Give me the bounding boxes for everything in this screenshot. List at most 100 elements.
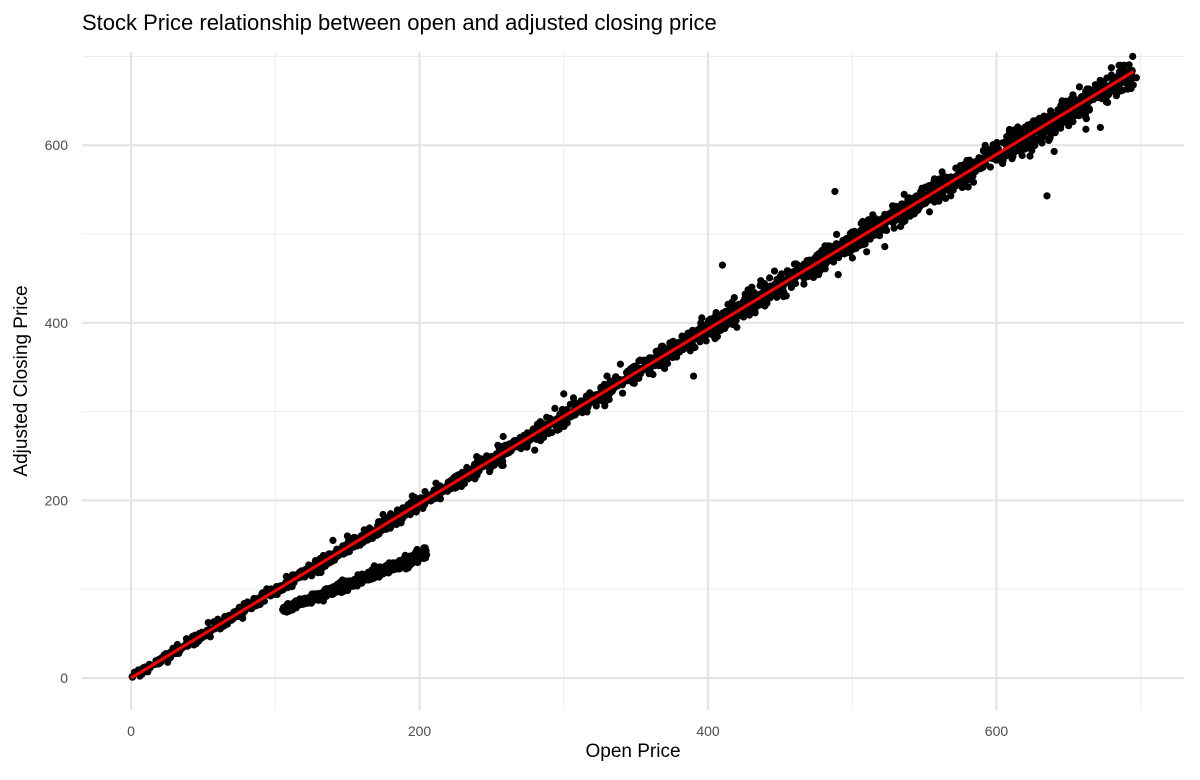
scatter-point <box>933 178 941 186</box>
scatter-point <box>523 443 531 451</box>
scatter-point <box>543 413 551 421</box>
scatter-point <box>783 267 792 275</box>
scatter-point <box>702 337 710 345</box>
scatter-point <box>206 633 214 641</box>
x-tick-label: 600 <box>985 723 1009 739</box>
scatter-point <box>1046 134 1054 142</box>
scatter-point <box>777 288 785 296</box>
scatter-point <box>1055 108 1063 116</box>
scatter-point <box>498 461 506 470</box>
scatter-point <box>794 261 802 269</box>
scatter-point <box>748 293 756 301</box>
scatter-point <box>1082 125 1090 133</box>
scatter-point <box>402 565 410 573</box>
scatter-point <box>773 293 781 301</box>
scatter-point <box>834 271 842 279</box>
scatter-point <box>740 313 748 321</box>
y-tick-label: 200 <box>45 492 69 508</box>
scatter-point <box>483 453 491 462</box>
scatter-point <box>706 315 715 323</box>
scatter-point <box>748 308 756 316</box>
scatter-point <box>928 195 936 203</box>
scatter-point <box>711 335 719 343</box>
scatter-point <box>1125 61 1133 69</box>
scatter-point <box>875 232 884 240</box>
scatter-point <box>696 338 704 346</box>
scatter-point <box>282 572 290 581</box>
scatter-point <box>1083 106 1091 114</box>
scatter-point <box>844 249 852 257</box>
scatter-point <box>934 194 942 203</box>
scatter-point <box>1119 86 1127 94</box>
scatter-point <box>403 558 411 566</box>
scatter-point <box>1025 125 1034 133</box>
scatter-point <box>744 286 752 294</box>
scatter-point <box>537 430 546 439</box>
scatter-point <box>338 582 346 591</box>
scatter-point <box>804 272 813 280</box>
scatter-point <box>421 488 429 496</box>
scatter-point <box>531 446 539 454</box>
major-gridlines <box>82 52 1184 710</box>
scatter-point <box>723 321 731 330</box>
scatter-point <box>510 437 518 445</box>
scatter-point <box>818 247 827 255</box>
scatter-point <box>499 432 507 441</box>
scatter-point <box>651 361 660 370</box>
scatter-point <box>343 532 352 540</box>
scatter-point <box>289 571 297 579</box>
scatter-point <box>552 422 560 430</box>
scatter-point <box>659 362 667 371</box>
scatter-point <box>918 184 926 192</box>
scatter-point <box>1096 123 1104 132</box>
scatter-point <box>285 602 294 611</box>
scatter-point <box>630 365 638 373</box>
scatter-point <box>694 326 702 334</box>
scatter-point <box>190 641 198 649</box>
scatter-point <box>560 417 568 425</box>
scatter-point <box>616 360 625 368</box>
scatter-point <box>761 284 770 293</box>
scatter-point <box>1057 101 1065 110</box>
y-axis-ticks: 0 200 400 600 <box>45 137 69 686</box>
scatter-point <box>828 242 836 251</box>
x-axis-ticks: 0 200 400 600 <box>127 723 1008 739</box>
scatter-point <box>432 479 440 487</box>
scatter-point <box>363 573 371 581</box>
scatter-point <box>375 573 383 581</box>
scatter-point <box>776 273 784 281</box>
scatter-point <box>919 200 928 208</box>
scatter-point <box>881 243 889 251</box>
scatter-point <box>560 390 568 398</box>
scatter-point <box>850 229 858 237</box>
scatter-point <box>1024 139 1032 147</box>
scatter-point <box>536 437 545 445</box>
scatter-point <box>766 274 774 282</box>
scatter-point <box>592 402 600 410</box>
scatter-point <box>1021 145 1029 153</box>
scatter-point <box>940 172 948 180</box>
scatter-point <box>314 567 322 575</box>
scatter-point <box>963 182 971 190</box>
scatter-point <box>858 236 867 244</box>
scatter-point <box>353 582 361 590</box>
scatter-point <box>1035 118 1043 127</box>
scatter-point <box>1107 64 1115 72</box>
scatter-point <box>308 590 316 598</box>
scatter-point <box>800 280 808 288</box>
scatter-point <box>697 319 705 327</box>
trend-line-path <box>130 70 1135 680</box>
scatter-point <box>872 215 880 223</box>
scatter-point <box>811 265 819 273</box>
scatter-point <box>1062 97 1070 105</box>
scatter-point <box>906 212 914 220</box>
scatter-point <box>897 222 905 230</box>
scatter-point <box>979 146 988 154</box>
scatter-point <box>757 300 765 309</box>
scatter-point <box>883 226 891 234</box>
scatter-point <box>733 323 741 331</box>
scatter-point <box>280 604 288 612</box>
scatter-point <box>763 299 771 307</box>
scatter-point <box>1129 52 1137 61</box>
x-axis-label: Open Price <box>585 741 681 762</box>
